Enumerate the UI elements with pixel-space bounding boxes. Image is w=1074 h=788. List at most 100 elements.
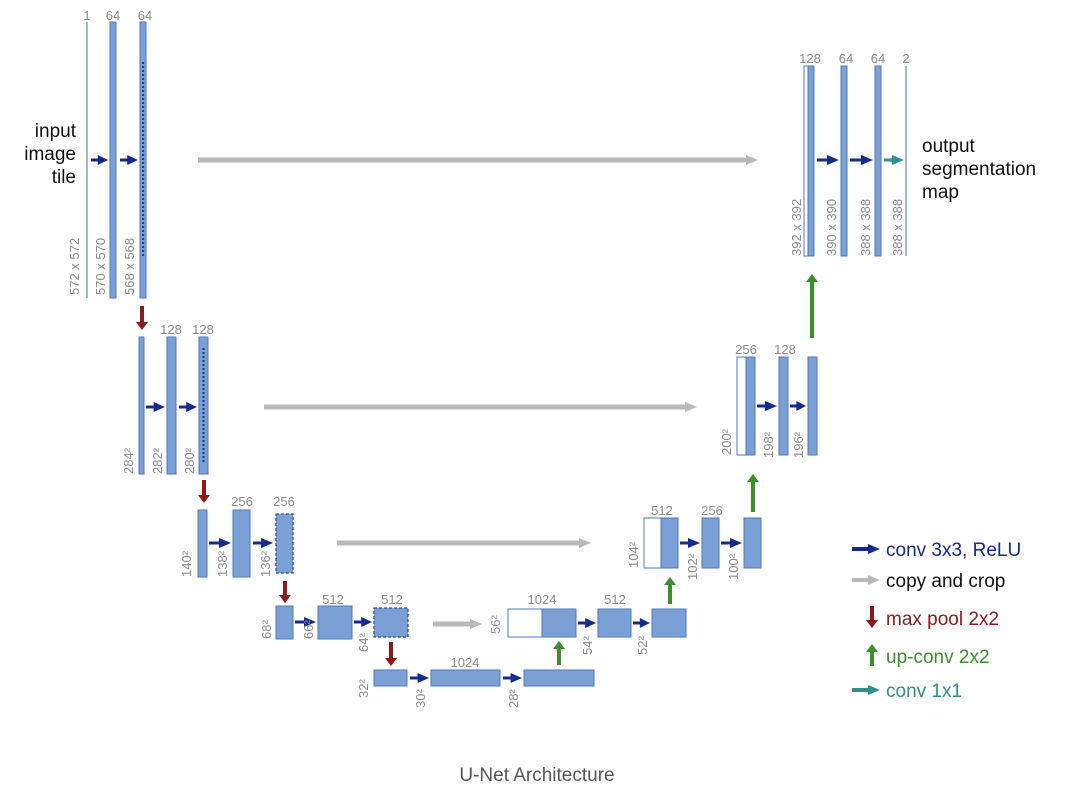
labels: 1 64 64 572 x 572 570 x 570 568 x 568 inputima… <box>24 8 1036 708</box>
conv-arrow-head <box>97 155 108 165</box>
channel-label: 1 <box>83 8 90 23</box>
copy-crop-arrow <box>337 538 591 548</box>
maxpool-arrow-head <box>385 658 397 666</box>
upconv-arrow-head <box>664 577 676 585</box>
copy-crop-arrow <box>433 619 482 629</box>
conv-arrow-head <box>765 401 777 411</box>
conv-arrow-head <box>730 538 742 548</box>
size-label: 568 x 568 <box>122 238 137 295</box>
size-label: 28² <box>506 689 521 708</box>
channel-label: 128 <box>160 322 182 337</box>
output-label-line: segmentation <box>922 159 1036 180</box>
channel-label: 256 <box>701 503 723 518</box>
legend-conv1x1-icon <box>852 685 880 695</box>
copy-crop-arrow-head <box>746 155 758 165</box>
conv-arrow-head <box>186 402 197 412</box>
legend-label: up-conv 2x2 <box>886 647 990 668</box>
dec2-copied-block <box>736 356 747 456</box>
dec3-copied-block <box>643 517 662 569</box>
upconv-arrow <box>747 474 759 512</box>
conv-arrow <box>817 155 839 165</box>
size-label: 282² <box>150 447 165 474</box>
diagram-caption: U-Net Architecture <box>459 765 615 786</box>
enc3-conv1-block <box>232 509 251 578</box>
dec1-upconv-block <box>807 65 815 257</box>
legend-conv-icon-head <box>868 544 880 554</box>
upconv-arrow <box>553 641 565 665</box>
channel-label: 512 <box>322 592 344 607</box>
legend-pool-icon <box>866 606 878 628</box>
conv-arrow <box>295 617 316 627</box>
conv-arrow <box>120 155 138 165</box>
conv-arrow <box>354 617 372 627</box>
channel-label: 64 <box>871 51 885 66</box>
output-label-line: output <box>922 136 976 157</box>
size-label: 102² <box>685 553 700 580</box>
channel-label: 256 <box>231 494 253 509</box>
conv-arrow <box>680 538 700 548</box>
size-label: 572 x 572 <box>67 238 82 295</box>
size-label: 136² <box>258 550 273 577</box>
legend-upconv-icon-head <box>866 644 878 652</box>
conv-arrow-head <box>304 617 316 627</box>
size-label: 30² <box>413 689 428 708</box>
conv-arrow <box>850 155 873 165</box>
size-label: 32² <box>356 679 371 698</box>
enc3-pooled-block <box>197 509 208 578</box>
copy-crop-arrow-head <box>470 619 482 629</box>
channel-label: 64 <box>106 8 120 23</box>
channel-label: 64 <box>138 8 152 23</box>
conv1x1-arrow <box>884 155 904 165</box>
channel-label: 512 <box>651 503 673 518</box>
copy-crop-arrow <box>264 402 697 412</box>
maxpool-arrow-head <box>198 495 210 503</box>
size-label: 140² <box>179 550 194 577</box>
conv1x1-arrow-head <box>892 155 904 165</box>
dec3-conv2-block <box>743 517 762 569</box>
size-label: 100² <box>726 553 741 580</box>
size-label: 54² <box>580 636 595 655</box>
channel-label: 512 <box>604 592 626 607</box>
conv-arrow-head <box>861 155 873 165</box>
conv-arrow-head <box>219 538 231 548</box>
channel-label: 512 <box>381 592 403 607</box>
dec1-conv2-block <box>874 65 882 257</box>
channel-label: 2 <box>902 51 909 66</box>
size-label: 196² <box>791 431 806 458</box>
bottleneck-conv2-block <box>523 669 595 687</box>
conv-arrow <box>790 401 806 411</box>
conv-arrow-head <box>361 617 372 627</box>
output-label-line: map <box>922 182 959 203</box>
enc4-conv1-block <box>317 605 353 640</box>
size-label: 390 x 390 <box>824 199 839 256</box>
dec4-upconv-block <box>541 608 577 638</box>
dec1-conv1-block <box>840 65 848 257</box>
conv-arrow <box>410 673 429 683</box>
maxpool-arrow <box>279 581 291 603</box>
conv-arrow <box>209 538 231 548</box>
conv-arrow-head <box>417 673 429 683</box>
upconv-arrow <box>806 274 818 338</box>
conv-arrow-head <box>510 673 522 683</box>
channel-label: 128 <box>799 51 821 66</box>
dec2-conv1-block <box>778 356 789 456</box>
maxpool-arrow-head <box>279 595 291 603</box>
maxpool-arrow <box>198 480 210 503</box>
unet-diagram: 1 64 64 572 x 572 570 x 570 568 x 568 inputima… <box>24 8 1036 708</box>
conv-arrow <box>91 155 108 165</box>
channel-label: 256 <box>273 494 295 509</box>
channel-label: 128 <box>192 322 214 337</box>
channel-label: 128 <box>774 342 796 357</box>
channel-label: 256 <box>735 342 757 357</box>
size-label: 138² <box>215 550 230 577</box>
copy-crop-arrow <box>198 155 758 165</box>
feature-map-blocks <box>86 21 907 687</box>
maxpool-arrow-head <box>136 322 148 330</box>
size-label: 64² <box>356 633 371 652</box>
conv-arrow <box>503 673 522 683</box>
dec4-conv2-block <box>651 608 687 638</box>
size-label: 200² <box>719 428 734 455</box>
enc4-pooled-block <box>275 605 294 640</box>
channel-label: 64 <box>839 51 853 66</box>
conv-arrow-head <box>585 618 596 628</box>
